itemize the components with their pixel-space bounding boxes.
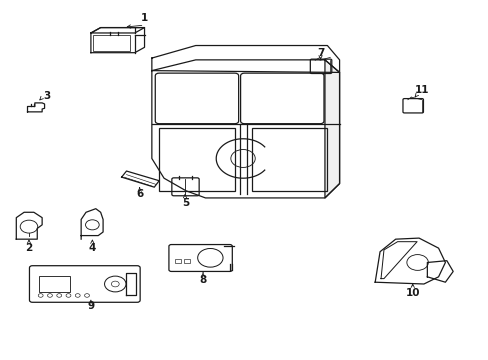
Bar bbox=[93, 35, 130, 51]
Bar bbox=[159, 128, 234, 191]
Text: 6: 6 bbox=[136, 189, 143, 199]
Text: 10: 10 bbox=[405, 288, 419, 298]
Text: 8: 8 bbox=[199, 275, 206, 285]
Polygon shape bbox=[325, 60, 339, 198]
Text: 11: 11 bbox=[414, 85, 428, 95]
Bar bbox=[175, 259, 181, 263]
Text: 3: 3 bbox=[43, 91, 51, 102]
Bar bbox=[251, 128, 327, 191]
Bar bbox=[39, 276, 70, 292]
Bar bbox=[183, 259, 189, 263]
Text: 5: 5 bbox=[182, 198, 189, 208]
Text: 4: 4 bbox=[88, 243, 96, 253]
Text: 9: 9 bbox=[87, 301, 94, 311]
Text: 7: 7 bbox=[316, 48, 324, 58]
Text: 1: 1 bbox=[141, 13, 148, 23]
Text: 2: 2 bbox=[25, 243, 33, 253]
